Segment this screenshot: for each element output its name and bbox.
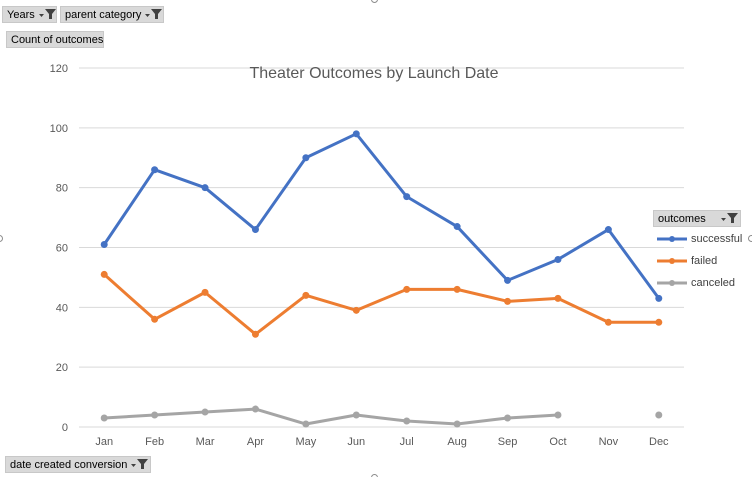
- x-tick-label: Oct: [549, 436, 566, 448]
- axis-field-button[interactable]: date created conversion: [5, 456, 151, 473]
- data-point-successful[interactable]: [151, 166, 159, 174]
- data-point-successful[interactable]: [251, 226, 259, 234]
- y-tick-label: 120: [50, 63, 68, 75]
- data-point-canceled[interactable]: [251, 405, 259, 413]
- legend-marker-successful: [657, 236, 687, 242]
- x-tick-label: May: [295, 436, 316, 448]
- legend-item-canceled[interactable]: canceled: [652, 272, 748, 294]
- data-point-failed[interactable]: [655, 318, 663, 326]
- y-tick-label: 0: [62, 422, 68, 434]
- data-point-canceled[interactable]: [302, 420, 310, 428]
- legend-field-label: outcomes: [658, 212, 706, 225]
- data-point-failed[interactable]: [302, 291, 310, 299]
- chart-title: Theater Outcomes by Launch Date: [249, 65, 498, 82]
- data-point-failed[interactable]: [100, 270, 108, 278]
- legend-marker-canceled: [657, 280, 687, 286]
- data-point-canceled[interactable]: [504, 414, 512, 422]
- data-point-failed[interactable]: [604, 318, 612, 326]
- data-point-failed[interactable]: [151, 315, 159, 323]
- data-point-successful[interactable]: [604, 226, 612, 234]
- data-point-canceled[interactable]: [151, 411, 159, 419]
- data-point-failed[interactable]: [251, 330, 259, 338]
- data-point-successful[interactable]: [453, 223, 461, 231]
- data-point-failed[interactable]: [504, 297, 512, 305]
- data-point-canceled[interactable]: [352, 411, 360, 419]
- data-point-failed[interactable]: [453, 285, 461, 293]
- x-tick-label: Jul: [400, 436, 414, 448]
- series-line-failed: [102, 272, 661, 336]
- y-tick-label: 100: [50, 123, 68, 135]
- x-tick-label: Jan: [95, 436, 113, 448]
- y-tick-label: 60: [56, 243, 68, 255]
- data-point-canceled[interactable]: [100, 414, 108, 422]
- chart-resize-handle-bottom[interactable]: [371, 474, 378, 477]
- legend-label-failed: failed: [691, 255, 718, 267]
- legend-field-button[interactable]: outcomes: [653, 210, 741, 227]
- filter-dropdown-icon: [145, 9, 163, 20]
- legend-marker-failed: [657, 258, 687, 264]
- x-tick-label: Apr: [247, 436, 264, 448]
- chart-legend: successful failed canceled: [652, 228, 748, 294]
- data-point-successful[interactable]: [554, 255, 562, 263]
- years-filter-button[interactable]: Years: [2, 6, 57, 23]
- legend-label-canceled: canceled: [691, 277, 736, 289]
- chart-resize-handle-right[interactable]: [748, 235, 752, 242]
- filter-dropdown-icon: [38, 9, 57, 20]
- y-tick-label: 20: [56, 362, 68, 374]
- years-filter-label: Years: [7, 8, 35, 21]
- x-tick-label: Mar: [196, 436, 215, 448]
- data-point-canceled[interactable]: [453, 420, 461, 428]
- x-tick-label: Sep: [498, 436, 518, 448]
- data-point-successful[interactable]: [655, 294, 663, 302]
- data-point-failed[interactable]: [403, 285, 411, 293]
- data-point-canceled[interactable]: [201, 408, 209, 416]
- values-field-button[interactable]: Count of outcomes: [6, 31, 104, 48]
- data-point-failed[interactable]: [201, 288, 209, 296]
- legend-label-successful: successful: [691, 233, 743, 245]
- data-point-canceled[interactable]: [655, 411, 663, 419]
- data-point-canceled[interactable]: [554, 411, 562, 419]
- data-point-successful[interactable]: [100, 241, 108, 249]
- series-line-successful: [102, 132, 661, 300]
- data-point-failed[interactable]: [554, 294, 562, 302]
- legend-item-successful[interactable]: successful: [652, 228, 748, 250]
- data-point-successful[interactable]: [504, 276, 512, 284]
- parent-category-filter-button[interactable]: parent category: [60, 6, 164, 23]
- data-point-successful[interactable]: [352, 130, 360, 138]
- legend-item-failed[interactable]: failed: [652, 250, 748, 272]
- data-point-failed[interactable]: [352, 306, 360, 314]
- data-point-successful[interactable]: [201, 184, 209, 192]
- x-tick-label: Feb: [145, 436, 164, 448]
- x-tick-label: Dec: [649, 436, 669, 448]
- x-tick-label: Nov: [599, 436, 619, 448]
- y-tick-label: 80: [56, 183, 68, 195]
- filter-dropdown-icon: [131, 459, 149, 470]
- parent-category-filter-label: parent category: [65, 8, 142, 21]
- x-tick-label: Aug: [447, 436, 467, 448]
- axis-field-label: date created conversion: [10, 458, 128, 471]
- filter-dropdown-icon: [720, 213, 739, 224]
- data-point-successful[interactable]: [302, 154, 310, 162]
- data-point-canceled[interactable]: [403, 417, 411, 425]
- data-point-successful[interactable]: [403, 193, 411, 201]
- y-tick-label: 40: [56, 302, 68, 314]
- series-line-canceled: [102, 407, 560, 426]
- x-tick-label: Jun: [347, 436, 365, 448]
- values-field-label: Count of outcomes: [11, 33, 104, 46]
